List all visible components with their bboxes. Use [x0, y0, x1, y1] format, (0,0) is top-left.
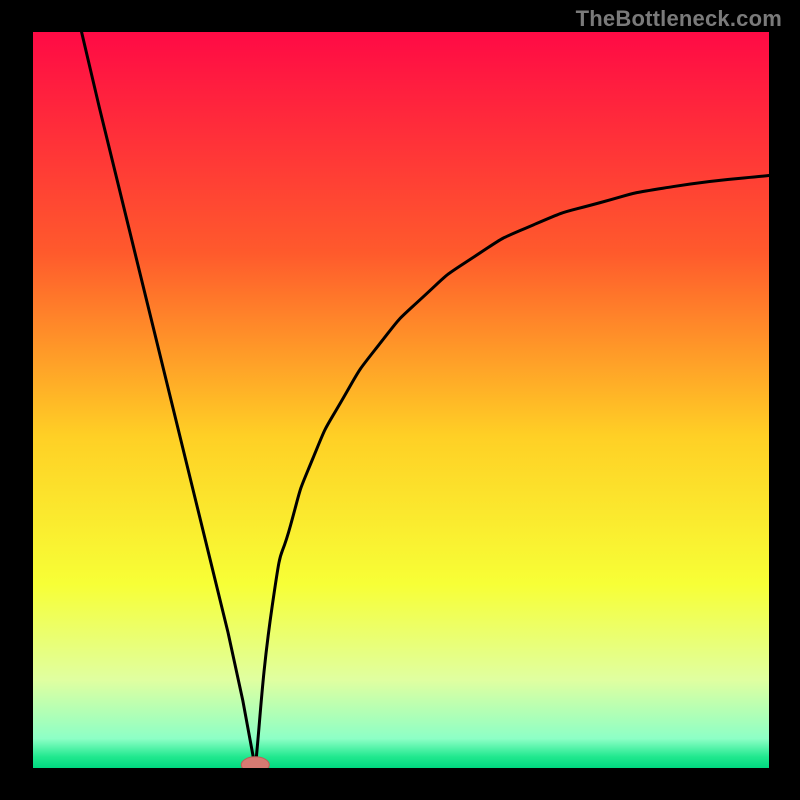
bottleneck-chart — [33, 32, 769, 768]
attribution-text: TheBottleneck.com — [576, 6, 782, 32]
chart-background-gradient — [33, 32, 769, 768]
chart-plot-area — [33, 32, 769, 768]
